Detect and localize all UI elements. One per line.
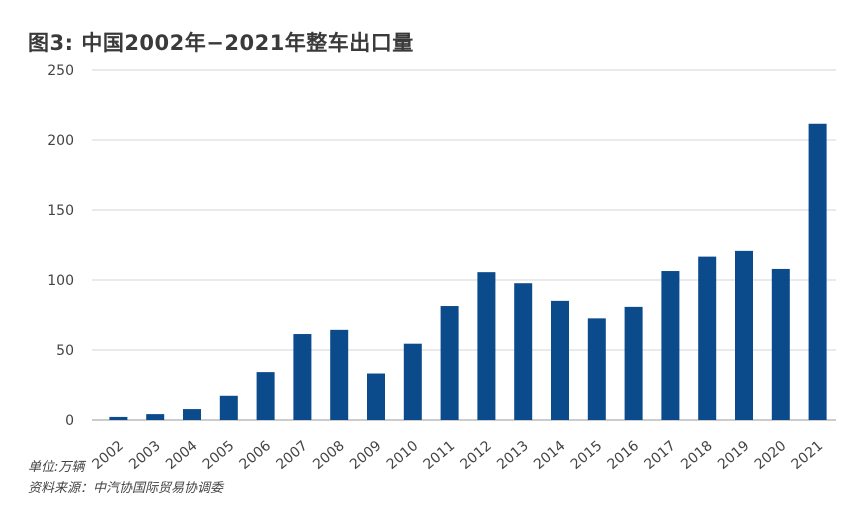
bar-2018 xyxy=(698,256,717,420)
y-axis-ticks: 0 50 100 150 200 250 xyxy=(47,63,74,429)
bar-2003 xyxy=(146,414,165,420)
x-tick-label: 2006 xyxy=(237,438,275,473)
y-tick-label: 150 xyxy=(47,203,74,219)
x-tick-label: 2008 xyxy=(310,438,348,473)
y-tick-label: 50 xyxy=(56,343,74,359)
unit-note: 单位:万辆 xyxy=(28,460,85,475)
gridlines xyxy=(92,69,836,421)
bar-2019 xyxy=(735,250,753,420)
x-tick-label: 2012 xyxy=(457,438,495,473)
y-tick-label: 100 xyxy=(47,273,74,289)
bar-2006 xyxy=(256,372,275,420)
bar-2014 xyxy=(551,300,569,420)
x-tick-label: 2005 xyxy=(200,438,238,473)
bar-2002 xyxy=(109,416,128,420)
bars xyxy=(109,123,827,420)
x-tick-label: 2019 xyxy=(715,438,753,473)
bar-2010 xyxy=(403,343,422,420)
x-tick-label: 2014 xyxy=(531,438,569,473)
chart-title: 图3: 中国2002年−2021年整车出口量 xyxy=(28,31,414,55)
y-tick-label: 250 xyxy=(47,63,74,79)
bar-2015 xyxy=(587,318,606,420)
bar-2007 xyxy=(293,334,312,420)
bar-2005 xyxy=(219,395,238,420)
x-tick-label: 2018 xyxy=(678,438,716,473)
y-tick-label: 200 xyxy=(47,133,74,149)
x-tick-label: 2017 xyxy=(641,438,679,473)
y-tick-label: 0 xyxy=(65,413,74,429)
bar-2008 xyxy=(330,329,349,420)
bar-2017 xyxy=(661,271,680,420)
bar-2012 xyxy=(477,272,496,420)
bar-2004 xyxy=(183,409,201,420)
x-axis-ticks: 2002 2003 2004 2005 2006 2007 2008 2009 2010 2011… xyxy=(89,438,826,473)
x-tick-label: 2010 xyxy=(384,438,422,473)
bar-2009 xyxy=(367,373,385,420)
x-tick-label: 2004 xyxy=(163,438,201,473)
x-tick-label: 2015 xyxy=(568,438,606,473)
bar-2021 xyxy=(808,123,827,420)
source-note: 资料来源：中汽协国际贸易协调委 xyxy=(28,481,224,496)
x-tick-label: 2013 xyxy=(494,438,532,473)
bar-2011 xyxy=(440,306,459,420)
bar-2013 xyxy=(514,283,533,420)
x-tick-label: 2016 xyxy=(605,438,643,473)
x-tick-label: 2020 xyxy=(752,438,790,473)
x-tick-label: 2011 xyxy=(421,438,459,473)
x-tick-label: 2002 xyxy=(89,438,127,473)
bar-2020 xyxy=(771,268,790,420)
bar-2016 xyxy=(624,306,643,420)
x-tick-label: 2007 xyxy=(273,438,311,473)
x-tick-label: 2003 xyxy=(126,438,164,473)
x-tick-label: 2009 xyxy=(347,438,385,473)
x-tick-label: 2021 xyxy=(789,438,827,473)
